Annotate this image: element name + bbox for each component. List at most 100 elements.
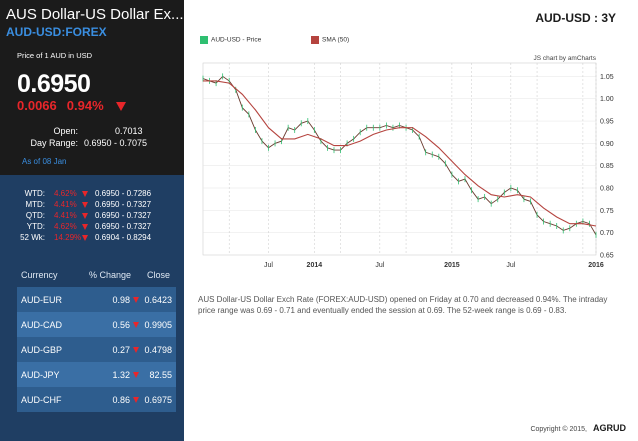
table-row[interactable]: AUD-JPY 1.32 82.55 <box>17 362 176 387</box>
legend-item-price[interactable]: AUD-USD - Price <box>200 36 261 44</box>
price-change: 0.0066 0.94% <box>17 98 126 113</box>
down-arrow-icon <box>82 202 88 208</box>
currency-pair: AUD-CAD <box>21 319 63 330</box>
y-tick-label: 0.95 <box>600 119 614 126</box>
x-tick-label: Jul <box>506 262 515 269</box>
legend-swatch-price <box>200 36 208 44</box>
pair-change: 0.86 <box>112 394 130 405</box>
y-tick-label: 0.70 <box>600 230 614 237</box>
perf-percent: 4.41% <box>54 211 77 220</box>
perf-label: YTD: <box>26 222 45 231</box>
down-arrow-icon <box>133 396 139 403</box>
header-close[interactable]: Close <box>146 269 170 280</box>
chart-description: AUS Dollar-US Dollar Exch Rate (FOREX:AU… <box>198 295 608 315</box>
perf-percent: 4.62% <box>54 222 77 231</box>
currency-pair: AUD-JPY <box>21 369 60 380</box>
table-row[interactable]: AUD-GBP 0.27 0.4798 <box>17 337 176 362</box>
price-chart[interactable]: Jul 2014 Jul 2015 Jul 2016 0.65 0.70 0.75 0.80 0.… <box>198 45 618 275</box>
day-range-value: 0.6950 - 0.7075 <box>84 138 148 148</box>
open-value: 0.7013 <box>115 126 143 136</box>
down-arrow-icon <box>115 102 126 112</box>
down-arrow-icon <box>82 213 88 219</box>
down-arrow-icon <box>82 191 88 197</box>
x-tick-label: Jul <box>375 262 384 269</box>
last-price: 0.6950 <box>17 70 91 98</box>
quote-header: AUS Dollar-US Dollar Ex... AUD-USD:FOREX <box>0 0 184 44</box>
pair-change: 0.56 <box>112 319 130 330</box>
y-tick-label: 0.85 <box>600 163 614 170</box>
open-label: Open: <box>53 126 78 136</box>
change-percent: 0.94% <box>66 98 104 113</box>
pair-close: 0.9905 <box>144 319 172 330</box>
perf-label: MTD: <box>25 200 45 209</box>
y-tick-label: 0.80 <box>600 186 614 193</box>
perf-range: 0.6950 - 0.7286 <box>95 189 152 198</box>
header-currency[interactable]: Currency <box>21 269 58 280</box>
down-arrow-icon <box>82 235 88 241</box>
price-unit-label: Price of 1 AUD in USD <box>17 51 93 60</box>
legend-label: AUD-USD - Price <box>211 36 262 44</box>
down-arrow-icon <box>82 224 88 230</box>
perf-label: WTD: <box>24 189 45 198</box>
down-arrow-icon <box>133 371 139 378</box>
quote-panel: AUS Dollar-US Dollar Ex... AUD-USD:FOREX… <box>0 0 184 441</box>
brand-logo[interactable]: AGRUD <box>593 423 626 433</box>
perf-range: 0.6950 - 0.7327 <box>95 200 152 209</box>
perf-row-wtd: WTD: 4.62% 0.6950 - 0.7286 <box>0 189 184 200</box>
pair-close: 0.6975 <box>144 394 172 405</box>
table-row[interactable]: AUD-CAD 0.56 0.9905 <box>17 312 176 337</box>
pair-change: 1.32 <box>112 369 130 380</box>
x-tick-label: 2014 <box>307 262 323 269</box>
pair-close: 82.55 <box>149 369 172 380</box>
header-change[interactable]: % Change <box>88 269 132 280</box>
pair-close: 0.6423 <box>144 294 172 305</box>
perf-row-52wk: 52 Wk: 14.29% 0.6904 - 0.8294 <box>0 233 184 244</box>
x-tick-label: 2016 <box>588 262 604 269</box>
chart-header: AUD-USD : 3Y <box>535 11 616 25</box>
instrument-symbol[interactable]: AUD-USD:FOREX <box>6 25 107 39</box>
legend-swatch-sma <box>311 36 320 44</box>
perf-label: QTD: <box>25 211 45 220</box>
pair-change: 0.27 <box>112 344 130 355</box>
y-tick-label: 0.65 <box>600 253 614 260</box>
perf-percent: 4.41% <box>54 200 77 209</box>
change-value: 0.0066 <box>17 98 57 113</box>
instrument-title: AUS Dollar-US Dollar Ex... <box>6 6 184 23</box>
x-tick-label: 2015 <box>444 262 460 269</box>
legend-label: SMA (50) <box>322 36 350 44</box>
table-row[interactable]: AUD-EUR 0.98 0.6423 <box>17 287 176 312</box>
down-arrow-icon <box>133 296 139 303</box>
perf-row-ytd: YTD: 4.62% 0.6950 - 0.7327 <box>0 222 184 233</box>
table-row[interactable]: AUD-CHF 0.86 0.6975 <box>17 387 176 412</box>
perf-row-mtd: MTD: 4.41% 0.6950 - 0.7327 <box>0 200 184 211</box>
copyright-text: Copyright © 2015, <box>530 426 587 433</box>
y-tick-label: 1.05 <box>600 74 614 81</box>
perf-range: 0.6904 - 0.8294 <box>95 233 152 242</box>
down-arrow-icon <box>133 321 139 328</box>
sma-series-line <box>203 80 597 227</box>
perf-row-qtd: QTD: 4.41% 0.6950 - 0.7327 <box>0 211 184 222</box>
pair-close: 0.4798 <box>144 344 172 355</box>
currency-table-header: Currency % Change Close <box>17 262 176 287</box>
perf-percent: 4.62% <box>54 189 77 198</box>
y-tick-label: 0.75 <box>600 208 614 215</box>
legend-item-sma[interactable]: SMA (50) <box>311 36 349 44</box>
currency-pair: AUD-EUR <box>21 294 63 305</box>
perf-range: 0.6950 - 0.7327 <box>95 222 152 231</box>
chart-credit[interactable]: JS chart by amCharts <box>534 55 597 62</box>
perf-label: 52 Wk: <box>20 233 45 242</box>
footer: Copyright © 2015, AGRUD <box>530 423 626 433</box>
x-tick-label: Jul <box>264 262 273 269</box>
y-tick-label: 0.90 <box>600 141 614 148</box>
chart-legend: AUD-USD - Price SMA (50) <box>200 36 397 44</box>
perf-range: 0.6950 - 0.7327 <box>95 211 152 220</box>
down-arrow-icon <box>133 346 139 353</box>
as-of-date: As of 08 Jan <box>22 157 67 166</box>
currency-pair: AUD-GBP <box>21 344 63 355</box>
currency-table: Currency % Change Close AUD-EUR 0.98 0.6… <box>17 262 176 412</box>
perf-percent: 14.29% <box>54 233 82 242</box>
y-tick-label: 1.00 <box>600 96 614 103</box>
pair-change: 0.98 <box>112 294 130 305</box>
currency-pair: AUD-CHF <box>21 394 62 405</box>
day-range-label: Day Range: <box>30 138 78 148</box>
